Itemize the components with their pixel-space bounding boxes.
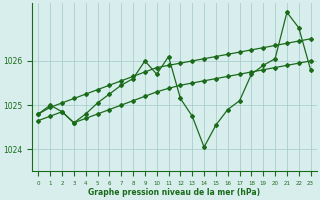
X-axis label: Graphe pression niveau de la mer (hPa): Graphe pression niveau de la mer (hPa) — [88, 188, 260, 197]
